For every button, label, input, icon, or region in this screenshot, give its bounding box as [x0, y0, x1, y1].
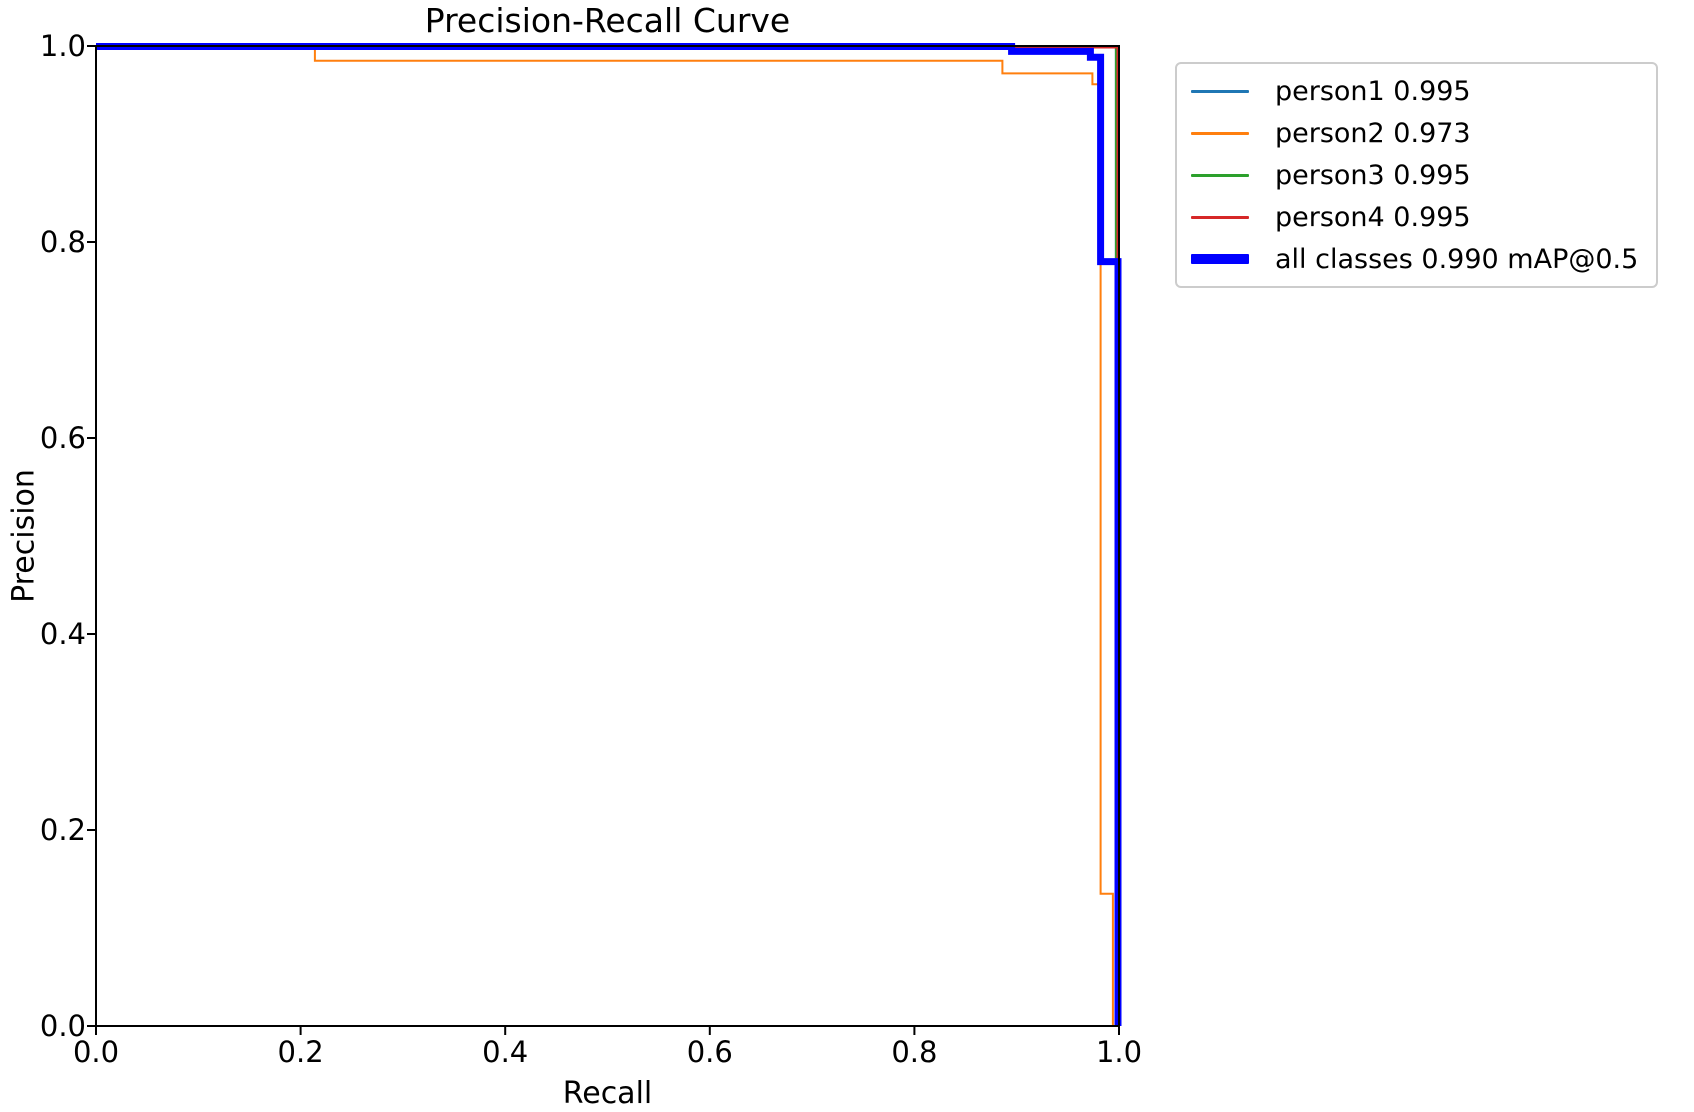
legend-row-person3: person3 0.995 — [1177, 155, 1656, 195]
y-tick-label: 0.6 — [39, 421, 86, 455]
chart-title: Precision-Recall Curve — [424, 1, 791, 40]
series-line-person2 — [96, 45, 1114, 1026]
x-tick-label: 0.6 — [686, 1035, 733, 1069]
x-tick-label: 1.0 — [1095, 1035, 1143, 1069]
legend-line-swatch — [1191, 173, 1249, 177]
y-tick-label: 1.0 — [39, 29, 86, 63]
legend-label: person2 0.973 — [1275, 117, 1471, 149]
series-line-person3 — [96, 45, 1117, 1026]
y-tick-label: 0.2 — [39, 813, 86, 847]
y-tick-label: 0.0 — [39, 1009, 86, 1043]
legend-line-swatch — [1191, 215, 1249, 219]
axes-spines — [95, 45, 1120, 1027]
x-tick-label: 0.2 — [277, 1035, 324, 1069]
x-axis-label: Recall — [562, 1076, 653, 1111]
legend-label: person3 0.995 — [1275, 159, 1471, 191]
legend: person1 0.995 person2 0.973 person3 0.995 p… — [1175, 62, 1658, 288]
x-tick-label: 0.0 — [72, 1035, 120, 1069]
legend-line-swatch — [1191, 254, 1249, 264]
legend-line-swatch — [1191, 89, 1249, 93]
legend-label: all classes 0.990 mAP@0.5 — [1275, 243, 1639, 275]
legend-label: person1 0.995 — [1275, 75, 1471, 107]
y-axis-label: Precision — [6, 469, 42, 603]
legend-row-person1: person1 0.995 — [1177, 71, 1656, 111]
y-tick-label: 0.8 — [39, 225, 86, 259]
x-tick-label: 0.8 — [891, 1035, 938, 1069]
series-line-person4 — [96, 46, 1119, 1026]
legend-row-person4: person4 0.995 — [1177, 197, 1656, 237]
legend-row-person2: person2 0.973 — [1177, 113, 1656, 153]
series-line-person1 — [96, 45, 1117, 1026]
x-tick-label: 0.4 — [482, 1035, 529, 1069]
y-tick-label: 0.4 — [39, 617, 86, 651]
series-line-all-classes — [96, 43, 1122, 1026]
legend-row-all-classes: all classes 0.990 mAP@0.5 — [1177, 239, 1656, 279]
legend-line-swatch — [1191, 131, 1249, 135]
legend-label: person4 0.995 — [1275, 201, 1471, 233]
